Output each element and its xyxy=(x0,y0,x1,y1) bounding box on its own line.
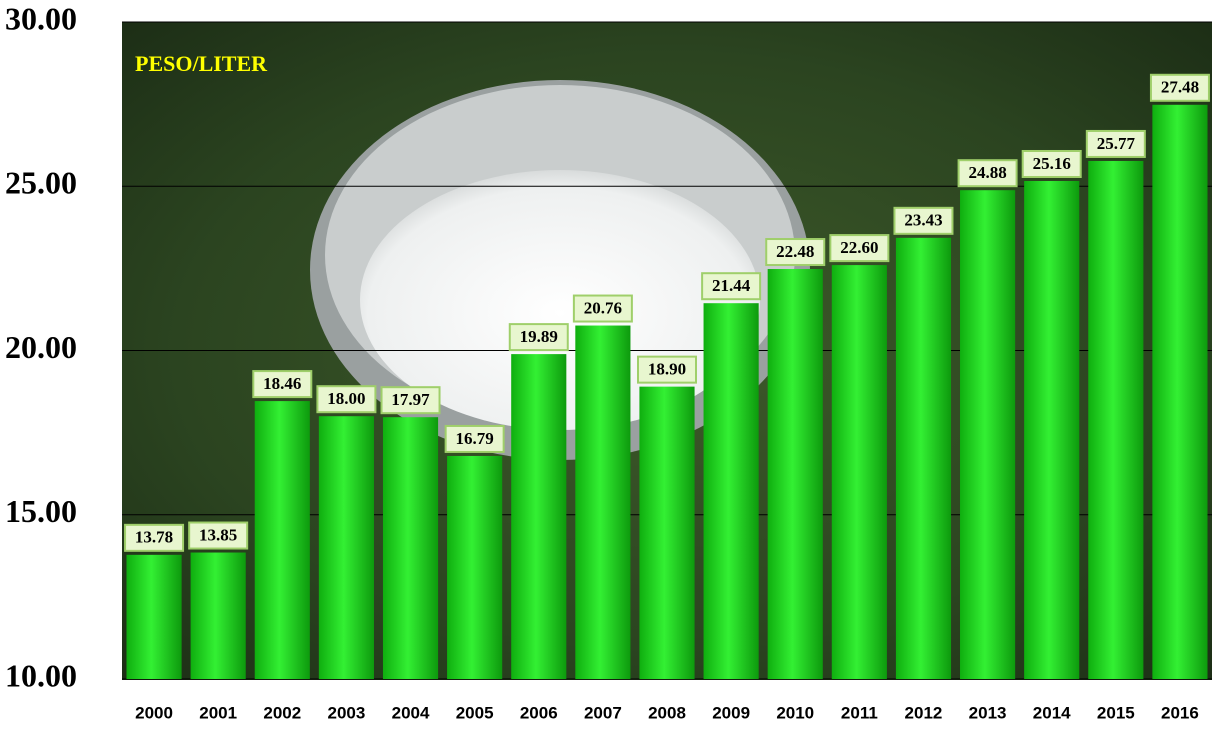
x-tick-label: 2004 xyxy=(392,703,430,722)
bar xyxy=(126,555,181,679)
x-tick-label: 2006 xyxy=(520,703,558,722)
x-tick-label: 2008 xyxy=(648,703,686,722)
value-label: 16.79 xyxy=(456,429,494,448)
bar xyxy=(1024,181,1079,679)
x-tick-label: 2007 xyxy=(584,703,622,722)
value-label: 27.48 xyxy=(1161,78,1199,97)
value-label: 22.60 xyxy=(840,238,878,257)
value-label: 25.77 xyxy=(1097,134,1136,153)
y-tick-label: 25.00 xyxy=(5,165,77,201)
bar xyxy=(575,326,630,679)
bar xyxy=(639,387,694,679)
bar xyxy=(704,303,759,679)
bar xyxy=(960,190,1015,679)
value-label: 20.76 xyxy=(584,298,622,317)
value-label: 13.78 xyxy=(135,528,173,547)
bar xyxy=(191,553,246,679)
value-label: 24.88 xyxy=(968,163,1006,182)
x-tick-label: 2000 xyxy=(135,703,173,722)
bar xyxy=(319,416,374,679)
bar xyxy=(1088,161,1143,679)
bar xyxy=(255,401,310,679)
value-label: 18.00 xyxy=(327,389,365,408)
bar xyxy=(511,354,566,679)
value-label: 22.48 xyxy=(776,242,814,261)
value-label: 21.44 xyxy=(712,276,751,295)
bar xyxy=(383,417,438,679)
bar xyxy=(768,269,823,679)
value-label: 23.43 xyxy=(904,211,942,230)
value-label: 13.85 xyxy=(199,525,237,544)
value-label: 17.97 xyxy=(391,390,430,409)
bar xyxy=(896,238,951,679)
x-tick-label: 2003 xyxy=(327,703,365,722)
bar xyxy=(832,265,887,679)
x-tick-label: 2011 xyxy=(841,703,878,722)
value-label: 19.89 xyxy=(520,327,558,346)
value-label: 18.90 xyxy=(648,360,686,379)
x-tick-label: 2012 xyxy=(905,703,943,722)
bar xyxy=(447,456,502,679)
y-tick-label: 15.00 xyxy=(5,493,77,529)
x-tick-label: 2014 xyxy=(1033,703,1071,722)
x-tick-label: 2010 xyxy=(776,703,814,722)
x-tick-label: 2016 xyxy=(1161,703,1199,722)
y-tick-label: 20.00 xyxy=(5,329,77,365)
value-label: 18.46 xyxy=(263,374,301,393)
bar xyxy=(1152,105,1207,679)
x-tick-label: 2015 xyxy=(1097,703,1135,722)
x-tick-label: 2001 xyxy=(199,703,237,722)
chart-annotation: PESO/LITER xyxy=(135,51,268,76)
y-tick-label: 10.00 xyxy=(5,657,77,693)
value-label: 25.16 xyxy=(1033,154,1071,173)
x-tick-label: 2002 xyxy=(263,703,301,722)
chart: 13.78 13.85 18.46 18.00 17.97 16.79 19.89 20.76… xyxy=(0,0,1215,727)
x-tick-label: 2005 xyxy=(456,703,494,722)
x-tick-label: 2013 xyxy=(969,703,1007,722)
x-tick-label: 2009 xyxy=(712,703,750,722)
y-tick-label: 30.00 xyxy=(5,0,77,36)
